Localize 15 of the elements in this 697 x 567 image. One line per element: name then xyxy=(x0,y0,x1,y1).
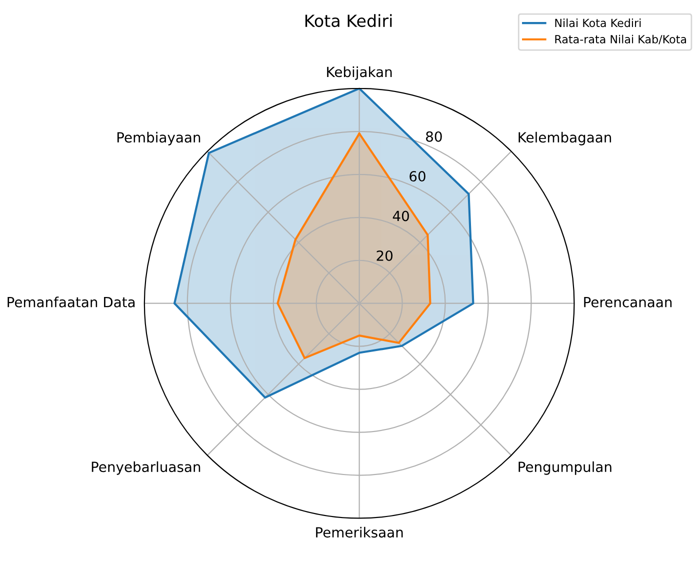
spoke-label: Pembiayaan xyxy=(117,132,200,146)
spoke-label: Kebijakan xyxy=(327,66,392,80)
y-tick-label: 40 xyxy=(392,210,409,222)
spoke-label: Perencanaan xyxy=(584,297,672,308)
chart-title: Kota Kediri xyxy=(305,14,392,28)
legend-label: Nilai Kota Kediri xyxy=(555,18,641,28)
y-tick-label: 20 xyxy=(376,250,392,261)
spoke-label: Pemeriksaan xyxy=(316,526,403,538)
y-tick-label: 80 xyxy=(426,131,442,142)
spoke-label: Penyebarluasan xyxy=(92,461,200,475)
legend-label: Rata-rata Nilai Kab/Kota xyxy=(555,34,686,44)
spoke-label: Pemanfaatan Data xyxy=(8,296,135,308)
spoke-label: Pengumpulan xyxy=(518,461,612,475)
y-tick-label: 60 xyxy=(410,171,426,182)
spoke-label: Kelembagaan xyxy=(518,132,612,146)
